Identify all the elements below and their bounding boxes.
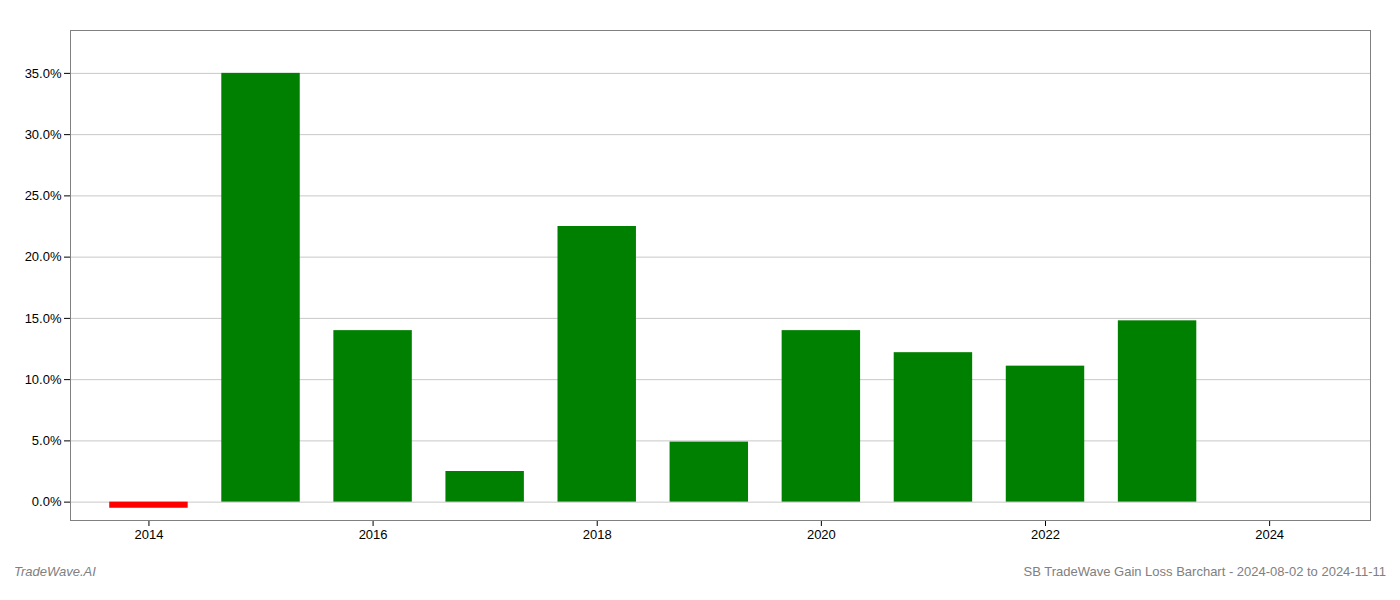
svg-text:25.0%: 25.0%	[25, 188, 62, 203]
svg-text:30.0%: 30.0%	[25, 127, 62, 142]
html-text:TradeWave.AI: TradeWave.AI	[14, 564, 96, 579]
svg-text:10.0%: 10.0%	[25, 372, 62, 387]
svg-text:20.0%: 20.0%	[25, 249, 62, 264]
svg-text:0.0%: 0.0%	[32, 494, 62, 509]
svg-text:2014: 2014	[134, 527, 163, 542]
svg-text:5.0%: 5.0%	[32, 433, 62, 448]
svg-text:2020: 2020	[807, 527, 836, 542]
html-text:SB TradeWave Gain Loss Barchar: SB TradeWave Gain Loss Barchart - 2024-0…	[1023, 564, 1386, 579]
svg-text:2018: 2018	[583, 527, 612, 542]
svg-text:2016: 2016	[359, 527, 388, 542]
svg-text:35.0%: 35.0%	[25, 66, 62, 81]
svg-text:2022: 2022	[1031, 527, 1060, 542]
svg-text:2024: 2024	[1255, 527, 1284, 542]
svg-text:15.0%: 15.0%	[25, 311, 62, 326]
